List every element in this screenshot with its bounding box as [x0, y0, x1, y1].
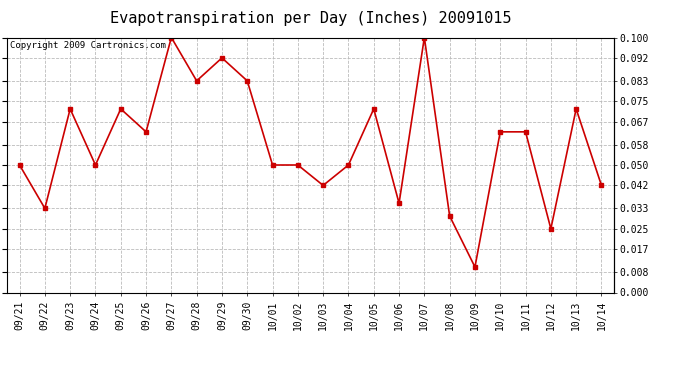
Text: Copyright 2009 Cartronics.com: Copyright 2009 Cartronics.com: [10, 41, 166, 50]
Text: Evapotranspiration per Day (Inches) 20091015: Evapotranspiration per Day (Inches) 2009…: [110, 11, 511, 26]
